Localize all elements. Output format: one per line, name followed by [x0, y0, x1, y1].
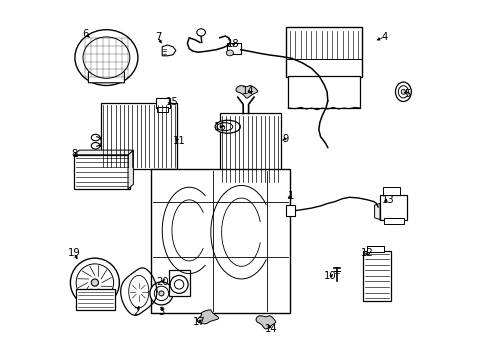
Polygon shape [197, 310, 219, 324]
Bar [151, 169, 290, 313]
Bar [368, 246, 384, 252]
Text: 10: 10 [324, 271, 337, 282]
Circle shape [71, 258, 120, 307]
Text: 11: 11 [173, 136, 186, 146]
Ellipse shape [83, 37, 130, 78]
Ellipse shape [91, 143, 100, 149]
Ellipse shape [75, 30, 138, 85]
Bar [383, 187, 400, 195]
Bar [156, 98, 170, 108]
Bar [288, 76, 360, 108]
Bar [384, 218, 404, 224]
Ellipse shape [226, 50, 233, 56]
Ellipse shape [401, 89, 406, 94]
Polygon shape [256, 316, 276, 329]
Circle shape [91, 279, 98, 286]
Bar [101, 103, 176, 169]
Bar [157, 107, 168, 112]
Bar [380, 195, 407, 220]
Bar [227, 43, 241, 54]
Text: 9: 9 [282, 134, 289, 144]
Ellipse shape [215, 120, 240, 133]
Text: 13: 13 [382, 195, 394, 205]
Text: 20: 20 [157, 276, 169, 287]
Polygon shape [374, 203, 380, 220]
Circle shape [76, 264, 114, 301]
Text: 2: 2 [133, 307, 140, 318]
Text: 1: 1 [288, 191, 294, 201]
Ellipse shape [395, 82, 411, 102]
Bar [74, 155, 130, 189]
Text: 17: 17 [193, 317, 205, 327]
Bar [76, 289, 115, 310]
Text: 16: 16 [214, 122, 227, 132]
Bar [220, 113, 281, 184]
Ellipse shape [398, 86, 409, 98]
Ellipse shape [197, 29, 205, 36]
Circle shape [159, 291, 164, 296]
Text: 3: 3 [158, 307, 165, 318]
Bar [363, 251, 391, 301]
Text: 14: 14 [242, 86, 254, 96]
Circle shape [174, 280, 184, 289]
Bar [286, 27, 362, 77]
Text: 5: 5 [405, 89, 411, 99]
Polygon shape [88, 67, 124, 83]
Bar [286, 205, 295, 216]
Polygon shape [162, 45, 176, 56]
Circle shape [150, 282, 173, 305]
Text: 6: 6 [83, 29, 89, 39]
Circle shape [154, 286, 169, 301]
Polygon shape [236, 86, 258, 98]
Ellipse shape [91, 134, 100, 141]
Text: 19: 19 [68, 248, 80, 258]
Text: 4: 4 [382, 32, 388, 42]
Text: 12: 12 [361, 248, 374, 258]
Text: 15: 15 [166, 96, 179, 107]
Ellipse shape [217, 123, 233, 131]
Text: 8: 8 [71, 149, 77, 159]
Text: 14: 14 [265, 324, 277, 334]
Polygon shape [128, 150, 133, 189]
Text: 18: 18 [227, 39, 240, 49]
Circle shape [170, 275, 188, 293]
Polygon shape [74, 150, 133, 155]
Bar [169, 270, 190, 296]
Text: 7: 7 [155, 32, 161, 42]
